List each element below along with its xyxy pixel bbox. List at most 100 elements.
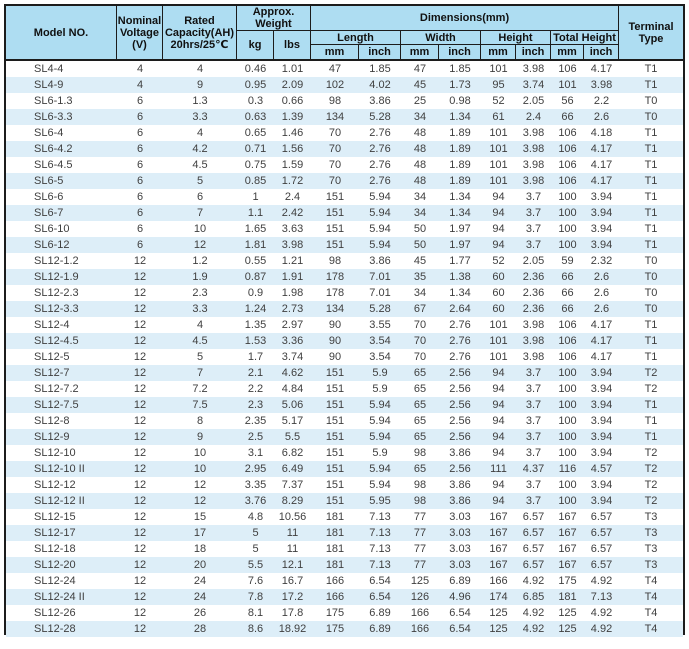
cell-length-mm: 151 xyxy=(325,431,345,443)
cell-height-inch: 3.7 xyxy=(525,239,542,251)
cell-model: SL6-1.3 xyxy=(34,95,73,107)
table-row: SL12-5 12 5 1.7 3.74 90 3.54 70 2.76 101 3.98 106 4.… xyxy=(6,349,683,365)
table-row: SL6-10 6 10 1.65 3.63 151 5.94 50 1.97 94 3.7 100 3.… xyxy=(6,221,683,237)
cell-voltage: 6 xyxy=(136,95,144,107)
cell-width-inch: 2.64 xyxy=(449,303,471,315)
cell-voltage: 12 xyxy=(133,399,147,411)
cell-length-mm: 151 xyxy=(325,447,345,459)
cell-width-inch: 2.76 xyxy=(449,335,471,347)
cell-length-inch: 1.85 xyxy=(369,63,391,75)
header-nominal-voltage: Nominal Voltage (V) xyxy=(117,6,163,59)
cell-width-mm: 77 xyxy=(413,527,427,539)
cell-length-inch: 5.94 xyxy=(369,207,391,219)
cell-width-inch: 0.98 xyxy=(449,95,471,107)
cell-width-inch: 3.86 xyxy=(449,447,471,459)
table-row: SL6-3.3 6 3.3 0.63 1.39 134 5.28 34 1.34 61 2.4 66 2… xyxy=(6,109,683,125)
cell-capacity: 7.5 xyxy=(192,399,208,411)
cell-height-inch: 3.7 xyxy=(525,415,542,427)
cell-model: SL6-5 xyxy=(34,175,64,187)
cell-height-mm: 101 xyxy=(489,143,508,155)
cell-length-mm: 151 xyxy=(325,367,345,379)
cell-capacity: 5 xyxy=(196,175,204,187)
cell-total-height-inch: 7.13 xyxy=(590,591,613,603)
cell-voltage: 12 xyxy=(133,607,147,619)
cell-height-mm: 94 xyxy=(492,223,505,235)
cell-width-mm: 48 xyxy=(413,175,427,187)
cell-total-height-mm: 167 xyxy=(558,527,577,539)
battery-spec-table: Model NO. Nominal Voltage (V) Rated Capa… xyxy=(4,4,685,637)
cell-width-mm: 47 xyxy=(413,63,427,75)
cell-voltage: 12 xyxy=(133,623,147,635)
cell-total-height-inch: 4.17 xyxy=(590,63,613,75)
cell-capacity: 4.5 xyxy=(192,159,208,171)
cell-voltage: 12 xyxy=(133,367,147,379)
cell-terminal: T1 xyxy=(644,207,658,219)
cell-length-mm: 151 xyxy=(325,463,345,475)
cell-total-height-mm: 66 xyxy=(561,287,574,299)
cell-capacity: 6 xyxy=(196,191,204,203)
cell-model: SL12-18 xyxy=(34,543,76,555)
cell-height-mm: 167 xyxy=(489,543,508,555)
cell-kg: 3.35 xyxy=(244,479,267,491)
cell-height-mm: 95 xyxy=(492,79,505,91)
cell-terminal: T0 xyxy=(644,255,658,267)
cell-total-height-inch: 3.98 xyxy=(590,79,613,91)
cell-length-inch: 7.13 xyxy=(369,543,391,555)
cell-width-mm: 166 xyxy=(410,607,430,619)
cell-kg: 2.1 xyxy=(247,367,264,379)
cell-length-inch: 3.54 xyxy=(369,335,391,347)
cell-terminal: T4 xyxy=(644,607,658,619)
table-row: SL12-15 12 15 4.8 10.56 181 7.13 77 3.03 167 6.57 1… xyxy=(6,509,683,525)
cell-width-inch: 1.97 xyxy=(449,223,471,235)
table-row: SL6-1.3 6 1.3 0.3 0.66 98 3.86 25 0.98 52 2.05 56 2.… xyxy=(6,93,683,109)
cell-kg: 0.46 xyxy=(244,63,267,75)
cell-height-mm: 94 xyxy=(492,399,505,411)
cell-model: SL12-17 xyxy=(34,527,76,539)
cell-kg: 2.2 xyxy=(247,383,264,395)
cell-height-inch: 3.7 xyxy=(525,447,542,459)
cell-total-height-mm: 100 xyxy=(558,223,577,235)
cell-width-inch: 2.56 xyxy=(449,383,471,395)
cell-capacity: 24 xyxy=(193,575,207,587)
cell-length-inch: 6.54 xyxy=(369,575,391,587)
cell-length-mm: 98 xyxy=(328,255,342,267)
cell-kg: 3.76 xyxy=(244,495,267,507)
cell-lbs: 8.29 xyxy=(281,495,304,507)
cell-length-inch: 5.28 xyxy=(369,303,391,315)
header-length: Length xyxy=(311,31,401,45)
header-lbs: lbs xyxy=(274,31,311,59)
cell-length-mm: 70 xyxy=(328,143,342,155)
cell-model: SL6-10 xyxy=(34,223,70,235)
cell-terminal: T4 xyxy=(644,623,658,635)
cell-height-inch: 3.98 xyxy=(522,127,545,139)
table-row: SL12-3.3 12 3.3 1.24 2.73 134 5.28 67 2.64 60 2.36… xyxy=(6,301,683,317)
cell-capacity: 3.3 xyxy=(192,111,208,123)
cell-capacity: 15 xyxy=(193,511,207,523)
table-row: SL12-7.2 12 7.2 2.2 4.84 151 5.9 65 2.56 94 3.7 100… xyxy=(6,381,683,397)
cell-length-mm: 70 xyxy=(328,159,342,171)
cell-terminal: T1 xyxy=(644,79,658,91)
cell-total-height-inch: 4.17 xyxy=(590,335,613,347)
cell-kg: 0.75 xyxy=(244,159,267,171)
cell-height-inch: 3.98 xyxy=(522,159,545,171)
cell-length-mm: 151 xyxy=(325,223,345,235)
cell-total-height-inch: 4.17 xyxy=(590,319,613,331)
cell-width-mm: 34 xyxy=(413,111,427,123)
cell-capacity: 28 xyxy=(193,623,207,635)
cell-capacity: 5 xyxy=(196,351,204,363)
cell-length-mm: 70 xyxy=(328,175,342,187)
cell-height-mm: 167 xyxy=(489,559,508,571)
cell-terminal: T0 xyxy=(644,287,658,299)
cell-width-mm: 98 xyxy=(413,495,427,507)
cell-terminal: T1 xyxy=(644,191,658,203)
header-length-mm: mm xyxy=(311,45,359,59)
cell-height-mm: 101 xyxy=(489,335,508,347)
cell-total-height-mm: 106 xyxy=(558,175,577,187)
cell-length-mm: 151 xyxy=(325,207,345,219)
table-row: SL6-12 6 12 1.81 3.98 151 5.94 50 1.97 94 3.7 100 3.… xyxy=(6,237,683,253)
cell-height-mm: 101 xyxy=(489,63,508,75)
cell-model: SL6-4.5 xyxy=(34,159,73,171)
cell-width-inch: 2.56 xyxy=(449,367,471,379)
cell-voltage: 12 xyxy=(133,303,147,315)
cell-total-height-inch: 4.17 xyxy=(590,159,613,171)
